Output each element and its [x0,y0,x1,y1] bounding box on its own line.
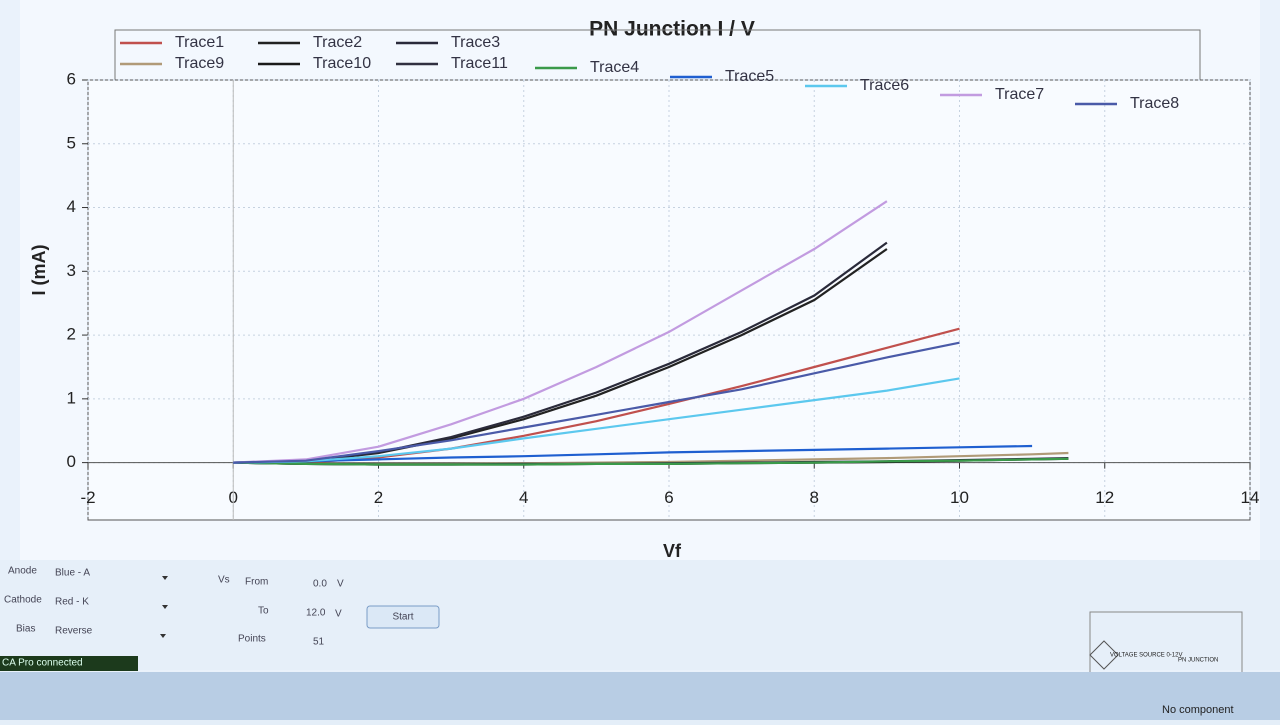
anode-label: Anode [8,566,37,577]
start-button[interactable] [366,605,440,629]
circuit-junction: PN JUNCTION [1178,658,1218,664]
control-panel: Anode Blue - A Cathode Red - K Bias Reve… [0,560,1280,720]
cathode-label: Cathode [4,595,42,606]
cathode-select[interactable]: Red - K [55,597,89,608]
to-input[interactable]: 12.0 [306,608,326,619]
trace-line [233,444,1033,464]
y-tick-label: 2 [67,325,76,344]
y-tick-label: 0 [67,452,76,471]
anode-select[interactable]: Blue - A [55,568,90,579]
x-tick-label: 4 [519,488,528,507]
from-input[interactable]: 0.0 [313,579,327,590]
legend-label: Trace4 [590,59,639,76]
panel-bg [0,560,1280,670]
source-symbol [1089,640,1119,670]
x-tick-label: 12 [1095,488,1114,507]
status-connection: CA Pro connected [2,658,83,669]
to-unit: V [335,609,342,620]
x-axis-title: Vf [663,541,682,561]
legend-label: Trace3 [451,34,500,51]
trace-line [233,200,888,464]
points-label: Points [238,634,266,645]
from-unit: V [337,579,344,590]
legend-label: Trace2 [313,34,362,51]
y-tick-label: 6 [67,69,76,88]
x-tick-label: -2 [80,488,95,507]
from-label: From [245,577,268,588]
y-tick-label: 4 [67,197,76,216]
taskbar [0,672,1280,720]
circuit-source: VOLTAGE SOURCE 0-12V [1110,653,1182,659]
bias-select[interactable]: Reverse [55,626,93,637]
legend-label: Trace5 [725,68,774,85]
status-component: No component [1162,704,1234,716]
y-tick-label: 3 [67,261,76,280]
legend-label: Trace7 [995,86,1044,103]
legend-label: Trace11 [451,55,508,72]
points-input[interactable]: 51 [313,637,325,648]
legend-label: Trace9 [175,55,224,72]
x-tick-label: 2 [374,488,383,507]
legend-label: Trace10 [313,55,371,72]
dropdown-arrows [160,576,168,638]
vs-label: Vs [218,575,230,586]
trace-line [233,457,1069,466]
chart-title: PN Junction I / V [589,18,755,41]
x-tick-label: 10 [950,488,969,507]
y-tick-label: 1 [67,388,76,407]
trace-line [233,377,960,464]
x-tick-label: 6 [664,488,673,507]
legend-label: Trace1 [175,34,224,51]
start-label[interactable]: Start [392,612,413,623]
x-tick-label: 14 [1241,488,1260,507]
status-bar [0,656,138,671]
legend-label: Trace6 [860,77,909,94]
y-axis-title: I (mA) [29,245,49,296]
x-tick-label: 8 [810,488,819,507]
to-label: To [258,606,269,617]
y-tick-label: 5 [67,133,76,152]
legend-label: Trace8 [1130,95,1179,112]
bias-label: Bias [16,624,35,635]
trace-line [233,341,960,464]
